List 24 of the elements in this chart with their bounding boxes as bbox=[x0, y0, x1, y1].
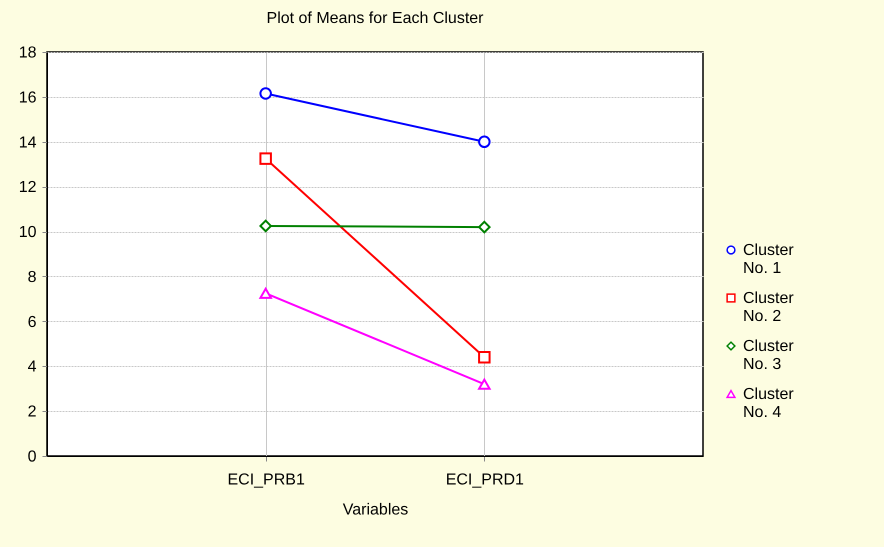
point bbox=[478, 351, 491, 364]
y-tick-label: 18 bbox=[18, 44, 37, 62]
legend-label: Cluster No. 3 bbox=[743, 338, 794, 373]
legend-label: Cluster No. 4 bbox=[743, 386, 794, 421]
y-tick-label: 8 bbox=[28, 268, 37, 286]
point bbox=[259, 220, 272, 232]
point bbox=[259, 152, 272, 165]
x-tick-label: ECI_PRD1 bbox=[446, 472, 524, 488]
y-tick-label: 14 bbox=[18, 134, 37, 152]
y-tick-label: 16 bbox=[18, 89, 37, 106]
x-axis-title: Variables bbox=[342, 502, 408, 518]
x-tick-label: ECI_PRB1 bbox=[227, 472, 305, 488]
point bbox=[478, 220, 491, 234]
point bbox=[259, 87, 272, 100]
y-tick-label: 0 bbox=[28, 448, 37, 466]
y-tick-label: 4 bbox=[28, 358, 37, 376]
legend-label: Cluster No. 2 bbox=[743, 290, 794, 325]
legend-label: Cluster No. 1 bbox=[743, 242, 794, 277]
y-tick-label: 10 bbox=[18, 224, 37, 242]
point bbox=[478, 136, 491, 148]
y-tick-label: 6 bbox=[28, 314, 37, 331]
chart-title: Plot of Means for Each Cluster bbox=[266, 10, 484, 27]
y-tick-label: 2 bbox=[28, 404, 37, 421]
y-tick-label: 12 bbox=[18, 179, 37, 196]
